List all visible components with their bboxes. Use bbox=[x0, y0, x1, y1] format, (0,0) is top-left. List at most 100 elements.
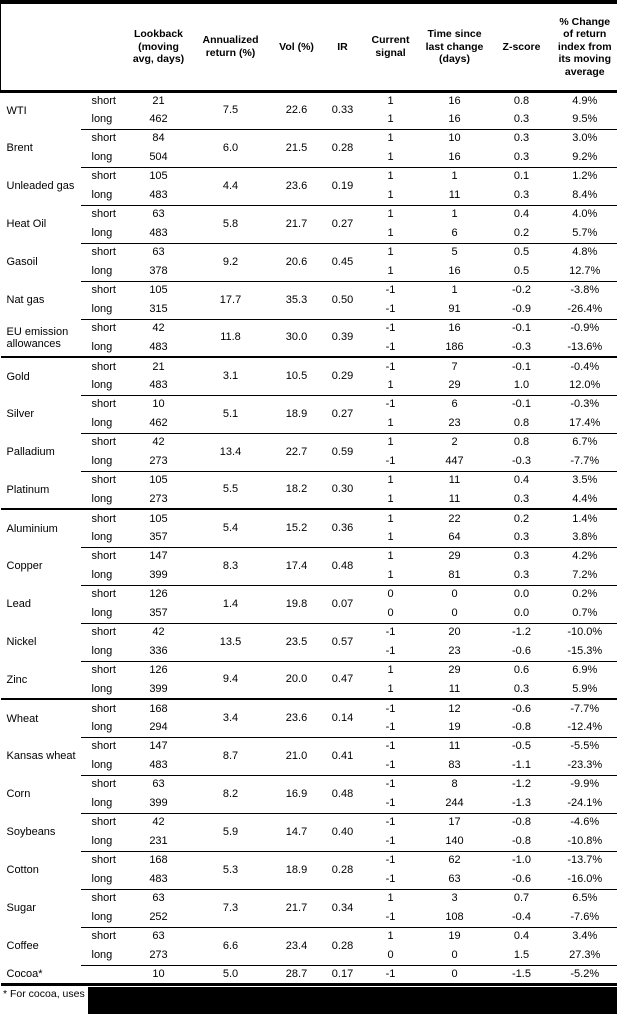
pct-change-value: 3.4% bbox=[552, 926, 617, 946]
time-since-value: 16 bbox=[448, 264, 461, 277]
table-row: Silver short 10 5.1 18.9 0.27 -1 6 -0.1 -0.3% bbox=[1, 394, 617, 433]
commodity-name: Kansas wheat bbox=[6, 750, 76, 762]
side-label: short bbox=[80, 166, 127, 186]
vol-value: 21.7 bbox=[270, 888, 323, 927]
z-score-value: 0.3 bbox=[513, 682, 530, 695]
time-since-value: 6 bbox=[451, 226, 458, 239]
time-since-value: 22 bbox=[418, 508, 491, 528]
vol-value: 28.7 bbox=[270, 964, 323, 986]
time-since-value: 11 bbox=[448, 188, 461, 201]
z-score-value: -0.1 bbox=[490, 356, 553, 376]
time-since-value: 20 bbox=[418, 622, 491, 642]
lookback-value: 483 bbox=[149, 340, 168, 353]
current-signal-value: 1 bbox=[362, 546, 419, 566]
lookback-value: 84 bbox=[126, 128, 191, 148]
side-label: short bbox=[80, 622, 127, 642]
table-row: long 294 -1 19 -0.8 -12.4% bbox=[1, 718, 617, 737]
z-score-value: 0.5 bbox=[513, 264, 530, 277]
pct-change-value: -0.3% bbox=[552, 394, 617, 414]
z-score-value: 0.4 bbox=[490, 470, 553, 490]
annualized-return-value: 5.9 bbox=[190, 812, 271, 851]
pct-change-value: 6.5% bbox=[552, 888, 617, 908]
pct-change-value: 8.4% bbox=[572, 188, 598, 201]
z-score-value: -0.5 bbox=[490, 736, 553, 756]
pct-change-value: -7.7% bbox=[570, 454, 600, 467]
table-row: long 483 -1 83 -1.1 -23.3% bbox=[1, 756, 617, 775]
lookback-value: 42 bbox=[126, 318, 191, 338]
table-row: Wheat short 168 3.4 23.6 0.14 -1 12 -0.6 -7.7% bbox=[0, 698, 617, 737]
ir-value: 0.36 bbox=[322, 508, 363, 547]
table-row: Nickel short 42 13.5 23.5 0.57 -1 20 -1.2 -10.0% bbox=[1, 622, 617, 661]
pct-change-value: -7.7% bbox=[552, 698, 617, 718]
pct-change-value: 9.2% bbox=[572, 150, 598, 163]
pct-change-value: 3.5% bbox=[552, 470, 617, 490]
side-label: short bbox=[80, 470, 127, 490]
pct-change-value: 17.4% bbox=[569, 416, 601, 429]
vol-value: 22.6 bbox=[270, 90, 323, 129]
annualized-return-value: 3.4 bbox=[190, 698, 271, 737]
current-signal-value: -1 bbox=[385, 720, 396, 733]
current-signal-value: 1 bbox=[387, 416, 394, 429]
side-label: long bbox=[91, 720, 113, 733]
time-since-value: 11 bbox=[418, 736, 491, 756]
pct-change-value: 4.8% bbox=[552, 242, 617, 262]
table-row: Cotton short 168 5.3 18.9 0.28 -1 62 -1.0 -13.7% bbox=[1, 850, 617, 889]
commodity-name: Zinc bbox=[6, 673, 28, 686]
time-since-value: 64 bbox=[448, 530, 461, 543]
current-signal-value: 1 bbox=[387, 188, 394, 201]
commodity-name: WTI bbox=[6, 104, 27, 117]
time-since-value: 16 bbox=[448, 112, 461, 125]
time-since-value: 16 bbox=[418, 90, 491, 110]
header-z-score: Z-score bbox=[490, 2, 553, 93]
lookback-value: 168 bbox=[126, 850, 191, 870]
commodity-name: Heat Oil bbox=[6, 218, 47, 230]
z-score-value: -0.6 bbox=[512, 872, 531, 885]
table-row: Aluminium short 105 5.4 15.2 0.36 1 22 0.2 1.4% bbox=[0, 508, 617, 547]
side-label: short bbox=[80, 546, 127, 566]
z-score-value: 0.0 bbox=[490, 584, 553, 604]
vol-value: 14.7 bbox=[270, 812, 323, 851]
commodity-name: Coffee bbox=[6, 940, 39, 952]
ir-value: 0.41 bbox=[322, 736, 363, 775]
current-signal-value: 1 bbox=[387, 226, 394, 239]
time-since-value: 62 bbox=[418, 850, 491, 870]
time-since-value: 0 bbox=[418, 584, 491, 604]
lookback-value: 63 bbox=[126, 204, 191, 224]
side-label: short bbox=[80, 394, 127, 414]
table-row: long 483 1 6 0.2 5.7% bbox=[1, 224, 617, 243]
time-since-value: 16 bbox=[448, 150, 461, 163]
z-score-value: -0.9 bbox=[512, 302, 531, 315]
table-row: long 399 1 11 0.3 5.9% bbox=[1, 680, 617, 699]
vol-value: 21.0 bbox=[270, 736, 323, 775]
lookback-value: 483 bbox=[149, 872, 168, 885]
table-body: WTI short 21 7.5 22.6 0.33 1 16 0.8 4.9% long 462 1 1… bbox=[0, 90, 617, 986]
current-signal-value: 1 bbox=[387, 378, 394, 391]
z-score-value: 0.7 bbox=[490, 888, 553, 908]
z-score-value: 0.1 bbox=[490, 166, 553, 186]
z-score-value: 0.3 bbox=[513, 568, 530, 581]
vol-value: 23.5 bbox=[270, 622, 323, 661]
z-score-value: 0.3 bbox=[490, 128, 553, 148]
current-signal-value: -1 bbox=[362, 356, 419, 376]
annualized-return-value: 11.8 bbox=[190, 318, 271, 357]
pct-change-value: 27.3% bbox=[569, 948, 601, 961]
time-since-value: 17 bbox=[418, 812, 491, 832]
time-since-value: 140 bbox=[445, 834, 464, 847]
z-score-value: 0.8 bbox=[490, 90, 553, 110]
pct-change-value: 4.0% bbox=[552, 204, 617, 224]
ir-value: 0.14 bbox=[322, 698, 363, 737]
side-label: short bbox=[80, 850, 127, 870]
z-score-value: 0.3 bbox=[513, 112, 530, 125]
current-signal-value: 1 bbox=[362, 204, 419, 224]
current-signal-value: 1 bbox=[362, 128, 419, 148]
ir-value: 0.34 bbox=[322, 888, 363, 927]
time-since-value: 108 bbox=[445, 910, 464, 923]
side-label: short bbox=[80, 356, 127, 376]
table-row: long 483 -1 186 -0.3 -13.6% bbox=[1, 338, 617, 357]
z-score-value: -0.6 bbox=[490, 698, 553, 718]
table-row: long 315 -1 91 -0.9 -26.4% bbox=[1, 300, 617, 319]
z-score-value: -1.0 bbox=[490, 850, 553, 870]
lookback-value: 504 bbox=[149, 150, 168, 163]
pct-change-value: 3.0% bbox=[552, 128, 617, 148]
header-ir: IR bbox=[322, 2, 363, 93]
